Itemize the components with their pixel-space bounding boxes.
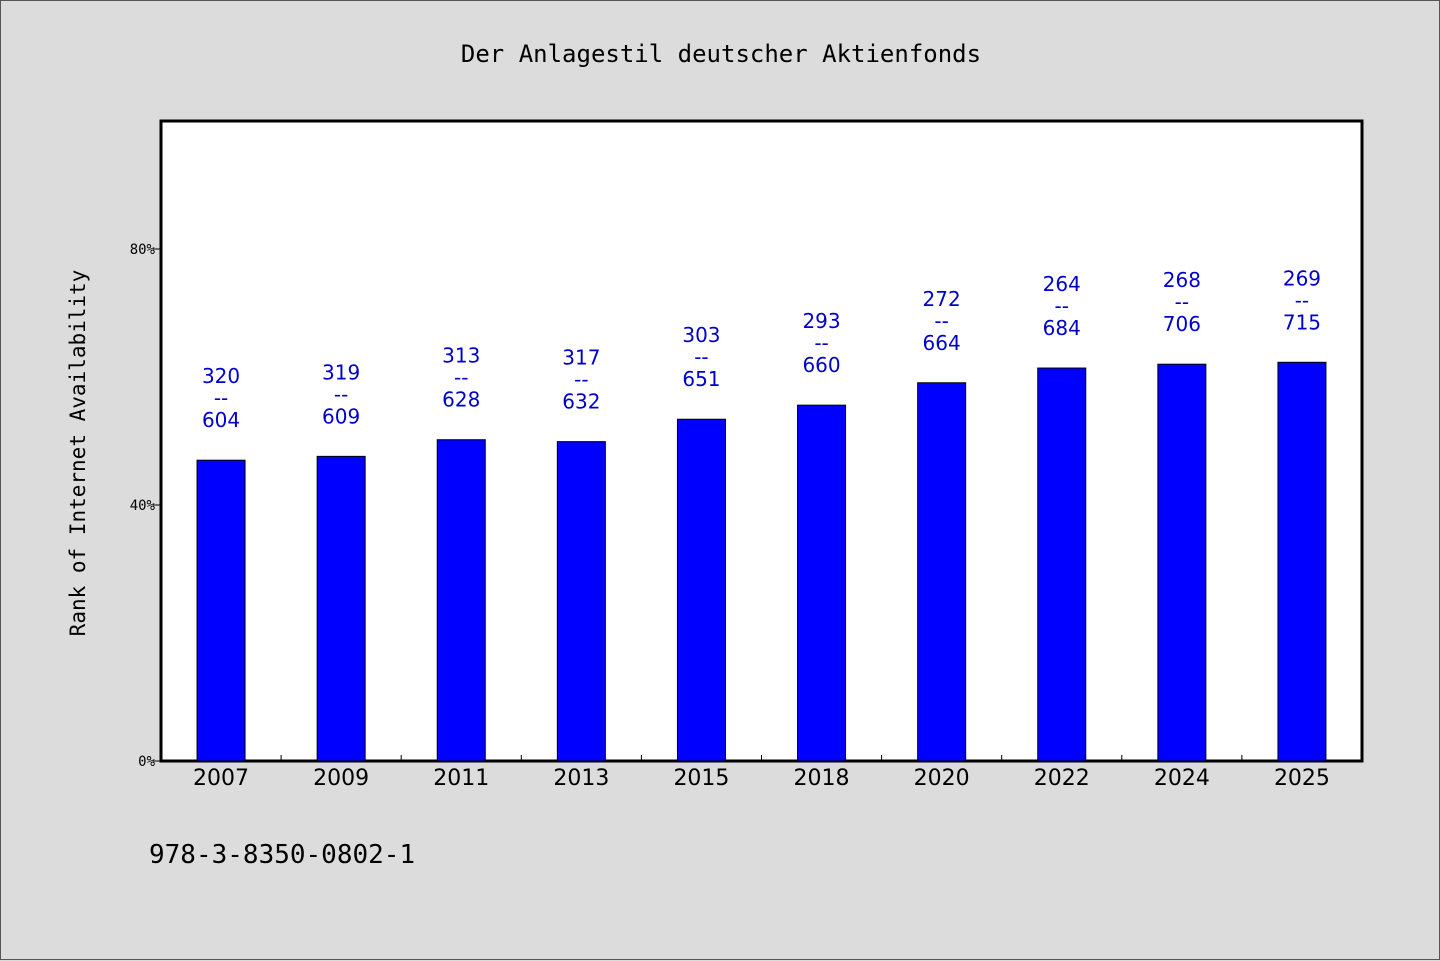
x-tick-label: 2015	[673, 766, 729, 791]
y-axis: 0% 40% 80%	[130, 242, 161, 770]
data-label-bottom: 706	[1163, 312, 1201, 336]
footnote-isbn: 978-3-8350-0802-1	[149, 840, 415, 870]
x-tick-label: 2022	[1034, 766, 1090, 791]
x-axis: 2007 2009 2011 2013 2015 2018 2020 2022 2024 2025	[193, 755, 1330, 791]
data-label-top: 264	[1043, 272, 1081, 296]
data-label-bottom: 664	[923, 331, 961, 355]
data-label-separator: --	[694, 345, 708, 369]
x-tick-label: 2011	[433, 766, 489, 791]
data-label-top: 303	[682, 323, 720, 347]
data-label-bottom: 628	[442, 388, 480, 412]
bar-series	[196, 361, 1327, 762]
y-tick-label: 80%	[130, 242, 156, 258]
data-labels: 320--604319--609313--628317--632303--651…	[202, 266, 1321, 432]
data-label-separator: --	[1295, 288, 1309, 312]
data-label-bottom: 604	[202, 408, 240, 432]
data-label-bottom: 684	[1043, 316, 1081, 340]
bar-2020	[917, 382, 967, 762]
bar-2009	[316, 455, 366, 762]
data-label-bottom: 632	[562, 390, 600, 414]
bar-2018	[797, 404, 847, 762]
data-label-top: 320	[202, 364, 240, 388]
data-label-bottom: 660	[802, 353, 840, 377]
bar-2011	[436, 439, 486, 762]
data-label-top: 268	[1163, 268, 1201, 292]
data-label-separator: --	[214, 386, 228, 410]
data-label-separator: --	[334, 382, 348, 406]
x-tick-label: 2009	[313, 766, 369, 791]
bar-2022	[1037, 367, 1087, 762]
y-tick-label: 40%	[130, 498, 156, 514]
data-label-separator: --	[454, 366, 468, 390]
bar-2024	[1157, 363, 1207, 762]
x-tick-label: 2024	[1154, 766, 1210, 791]
bar-2025	[1277, 361, 1327, 762]
x-tick-label: 2020	[914, 766, 970, 791]
data-label-top: 317	[562, 346, 600, 370]
data-label-bottom: 609	[322, 404, 360, 428]
data-label-separator: --	[934, 309, 948, 333]
data-label-top: 272	[923, 287, 961, 311]
bar-2013	[556, 441, 606, 762]
data-label-separator: --	[814, 331, 828, 355]
data-label-bottom: 715	[1283, 310, 1321, 334]
x-tick-label: 2007	[193, 766, 249, 791]
y-axis-label: Rank of Internet Availability	[66, 270, 90, 637]
x-tick-label: 2013	[553, 766, 609, 791]
chart-title: Der Anlagestil deutscher Aktienfonds	[461, 40, 981, 68]
bar-2007	[196, 459, 246, 762]
data-label-separator: --	[1055, 294, 1069, 318]
data-label-separator: --	[1175, 290, 1189, 314]
y-tick-label: 0%	[138, 754, 155, 770]
bar-2015	[676, 418, 726, 762]
x-tick-label: 2018	[794, 766, 850, 791]
data-label-separator: --	[574, 368, 588, 392]
data-label-bottom: 651	[682, 367, 720, 391]
data-label-top: 293	[802, 309, 840, 333]
data-label-top: 313	[442, 344, 480, 368]
data-label-top: 269	[1283, 266, 1321, 290]
x-tick-label: 2025	[1274, 766, 1330, 791]
data-label-top: 319	[322, 360, 360, 384]
